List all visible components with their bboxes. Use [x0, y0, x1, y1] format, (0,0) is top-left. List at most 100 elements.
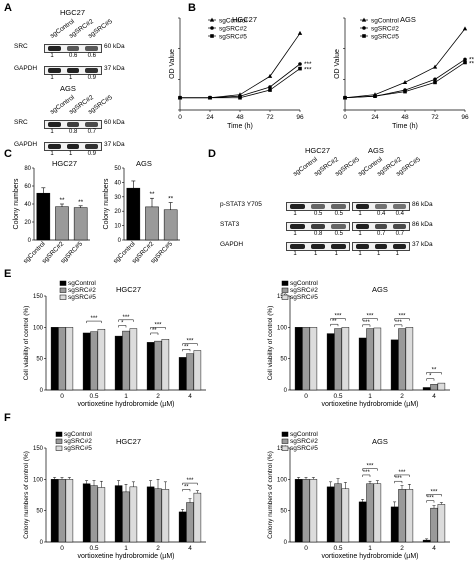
legend-label: sgSRC#5: [371, 33, 399, 40]
blot-quant-value: 1: [293, 251, 297, 257]
blot-quant-value: 1: [69, 151, 73, 157]
legend-marker: [210, 34, 214, 38]
data-point: [462, 26, 468, 31]
y-tick-label: 30: [114, 195, 121, 201]
significance-bracket: [426, 494, 442, 497]
blot-size-label: 86 kDa: [412, 201, 433, 208]
blot-band-strip: [352, 202, 410, 211]
bar: [186, 502, 194, 543]
significance-bracket: [362, 474, 371, 477]
series-line: [344, 28, 466, 99]
significance-bracket: [118, 325, 127, 328]
y-tick-label: 0: [284, 540, 288, 546]
blot-band: [356, 204, 369, 209]
y-tick-label: 20: [114, 209, 121, 215]
bar: [366, 328, 374, 391]
panel-letter-e: E: [4, 268, 12, 280]
blot-band-strip: [286, 242, 350, 251]
blot-band: [310, 204, 326, 209]
y-axis-label: OD Value: [169, 49, 176, 79]
y-tick-label: 20: [24, 220, 31, 226]
bar: [302, 327, 310, 391]
blot-quant-value: 0.9: [87, 75, 96, 81]
significance-bracket: [118, 319, 134, 322]
bar: [294, 327, 303, 391]
significance-mark: ***: [366, 314, 374, 320]
bar: [146, 486, 155, 543]
y-tick-label: 40: [114, 180, 121, 186]
significance-bracket: [182, 343, 198, 346]
legend-label: sgControl: [219, 17, 247, 24]
legend-swatch: [55, 445, 63, 451]
chart-title: AGS: [372, 285, 388, 294]
y-axis-label: Cell viability of control (%): [23, 306, 30, 381]
blot-quant-value: 1: [50, 129, 54, 135]
bar: [390, 506, 399, 543]
significance-mark: ***: [304, 61, 312, 68]
blot-band: [66, 68, 80, 73]
legend-label: sgSRC#2: [219, 25, 247, 32]
blot-band: [66, 144, 80, 149]
significance-bracket: [330, 318, 346, 321]
bar: [430, 507, 438, 543]
legend-swatch: [281, 287, 289, 293]
significance-mark: ***: [427, 496, 435, 502]
legend-label: sgSRC#2: [371, 25, 399, 32]
x-axis-label: vortioxetine hydrobromide (µM): [321, 401, 418, 408]
x-axis-label: Time (h): [227, 123, 253, 130]
blot-band: [48, 68, 61, 73]
data-point: [298, 62, 302, 66]
bar: [65, 479, 74, 543]
blot-protein-label: SRC: [14, 119, 28, 126]
blot-quant-value: 1: [358, 251, 362, 257]
bar: [178, 511, 187, 543]
bar: [161, 489, 170, 543]
blot-quant-value: 0.9: [87, 151, 96, 157]
blot-quant-value: 1: [314, 251, 318, 257]
significance-mark: ***: [186, 478, 194, 484]
significance-mark: ***: [363, 320, 371, 326]
blot-band: [85, 122, 98, 127]
significance-bracket: [362, 318, 378, 321]
bar: [366, 483, 374, 543]
bar: [154, 488, 162, 543]
blot-quant-value: 1: [293, 231, 297, 237]
chart-title: HGC27: [116, 437, 141, 446]
significance-bracket: [182, 489, 191, 492]
blot-protein-label: GAPDH: [14, 141, 38, 148]
blot-quant-value: 1: [377, 251, 381, 257]
blot-band: [85, 68, 98, 73]
data-point: [403, 89, 407, 94]
bar: [390, 339, 399, 391]
legend-label: sgSRC#2: [290, 287, 318, 294]
blot-band: [290, 204, 305, 209]
bar: [422, 387, 431, 391]
blot-protein-label: p-STAT3 Y705: [220, 201, 262, 208]
bar: [50, 327, 59, 391]
y-tick-label: 50: [36, 357, 43, 363]
x-tick-label: 48: [401, 114, 409, 121]
significance-bracket: [362, 468, 378, 471]
blot-band: [331, 204, 346, 209]
blot-quant-value: 0.8: [314, 231, 323, 237]
x-tick-label: 4: [432, 545, 436, 552]
y-tick-label: 100: [277, 325, 288, 331]
x-tick-label: 2: [156, 545, 160, 552]
blot-band-strip: [286, 202, 350, 211]
significance-mark: **: [332, 319, 337, 325]
significance-bracket: [394, 318, 410, 321]
blot-band-strip: [44, 44, 102, 53]
blot-size-label: 37 kDa: [104, 65, 125, 72]
blot-band-strip: [286, 222, 350, 231]
significance-bracket: [362, 324, 371, 327]
y-tick-label: 0: [28, 238, 32, 244]
data-point: [433, 80, 437, 85]
legend-label: sgSRC#5: [219, 33, 247, 40]
bar: [358, 501, 367, 543]
x-tick-label: 0: [343, 114, 347, 121]
blot-band: [310, 224, 326, 229]
x-tick-label: 0: [178, 114, 182, 121]
x-tick-label: 72: [266, 114, 274, 121]
y-tick-label: 150: [33, 446, 44, 452]
significance-bracket: [86, 320, 102, 324]
